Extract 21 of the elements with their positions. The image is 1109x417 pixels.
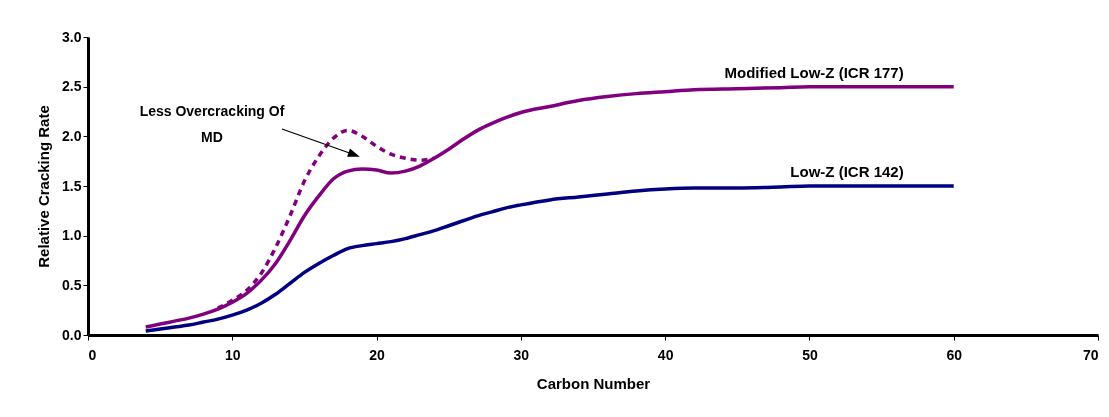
x-axis-title: Carbon Number xyxy=(536,374,651,392)
y-tick-label: 1.5 xyxy=(62,177,82,194)
y-axis-title: Relative Cracking Rate xyxy=(35,105,53,268)
annotation: Less Overcracking Of MD xyxy=(139,103,285,145)
y-tick-label: 3.0 xyxy=(62,28,82,45)
x-tick-label: 60 xyxy=(946,346,963,363)
x-tick-label: 20 xyxy=(369,346,386,363)
x-tick-label: 10 xyxy=(225,346,241,363)
y-tick-label: 1.0 xyxy=(62,227,82,244)
x-tick-label: 30 xyxy=(513,346,530,363)
x-tick-label: 0 xyxy=(88,346,97,363)
line-series xyxy=(143,184,956,333)
x-tick-label: 70 xyxy=(1082,346,1099,363)
series-label: Modified Low-Z (ICR 177) xyxy=(724,63,904,81)
x-tick-label: 40 xyxy=(657,346,674,363)
series-label: Low-Z (ICR 142) xyxy=(790,163,904,180)
y-tick-label: 0.5 xyxy=(62,276,82,293)
y-tick-label: 2.0 xyxy=(62,127,82,144)
x-tick-label: 50 xyxy=(802,346,818,363)
y-tick-label: 0.0 xyxy=(62,326,82,343)
y-tick-label: 2.5 xyxy=(62,78,82,95)
